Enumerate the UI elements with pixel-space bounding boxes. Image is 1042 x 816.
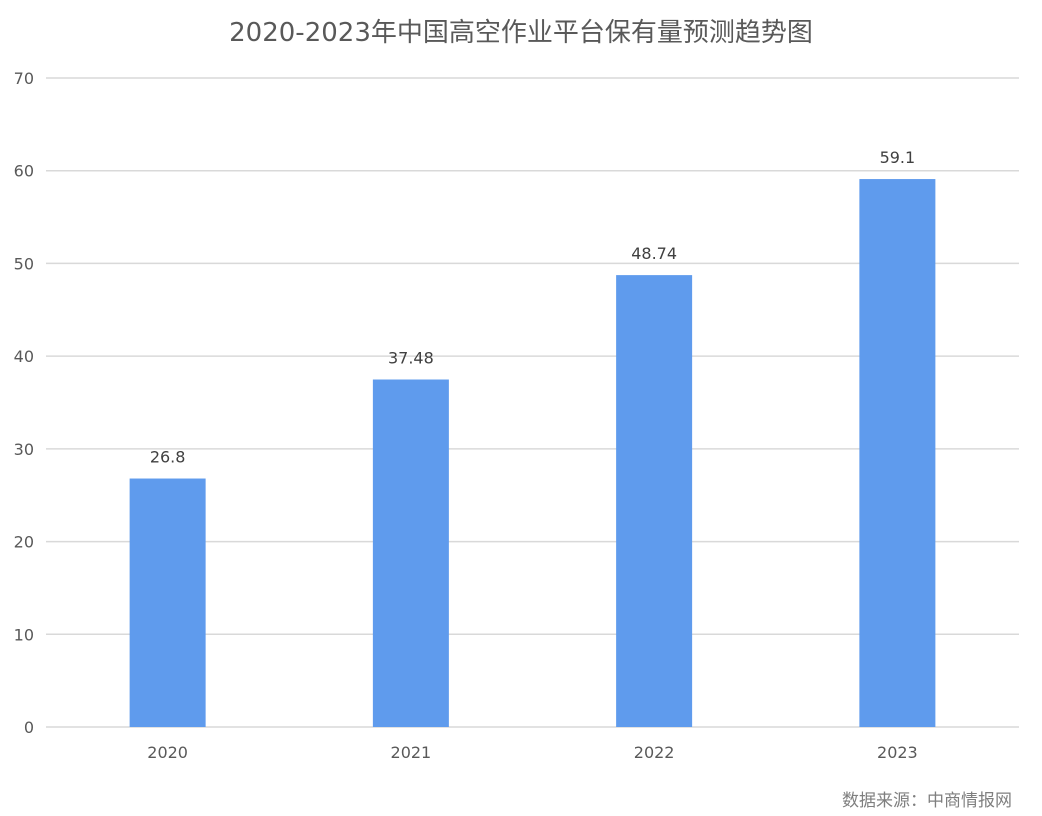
y-tick-label: 60 xyxy=(14,162,34,181)
bar xyxy=(616,275,693,727)
bars xyxy=(129,179,936,727)
x-tick-label: 2021 xyxy=(391,743,432,762)
gridlines xyxy=(46,77,1019,728)
data-labels: 26.8 37.48 48.74 59.1 xyxy=(150,148,915,466)
data-label: 26.8 xyxy=(150,448,186,467)
bar xyxy=(859,179,936,727)
x-tick-label: 2022 xyxy=(634,743,675,762)
y-axis-ticks: 0 10 20 30 40 50 60 70 xyxy=(14,69,34,737)
y-tick-label: 40 xyxy=(14,347,34,366)
bar xyxy=(372,379,449,727)
y-tick-label: 10 xyxy=(14,625,34,644)
source-note: 数据来源：中商情报网 xyxy=(842,791,1012,811)
y-tick-label: 50 xyxy=(14,254,34,273)
chart-title: 2020-2023年中国高空作业平台保有量预测趋势图 xyxy=(229,18,813,48)
y-tick-label: 0 xyxy=(24,718,34,737)
data-label: 37.48 xyxy=(388,349,434,368)
x-tick-label: 2020 xyxy=(147,743,188,762)
y-tick-label: 20 xyxy=(14,533,34,552)
y-tick-label: 70 xyxy=(14,69,34,88)
bar xyxy=(129,478,206,727)
data-label: 59.1 xyxy=(880,148,916,167)
x-tick-label: 2023 xyxy=(877,743,918,762)
y-tick-label: 30 xyxy=(14,440,34,459)
data-label: 48.74 xyxy=(631,244,677,263)
x-axis-ticks: 2020 2021 2022 2023 xyxy=(147,743,917,762)
